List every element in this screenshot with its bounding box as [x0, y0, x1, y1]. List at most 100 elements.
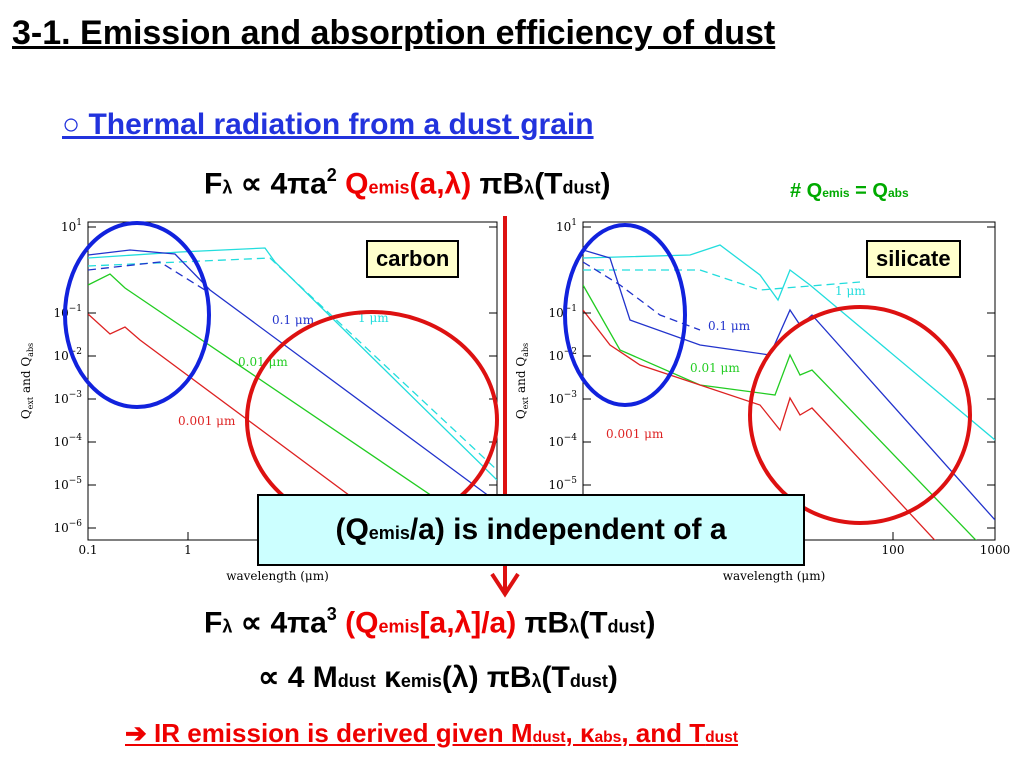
tick-base: 10 — [53, 435, 68, 449]
y-tick-label: 10−5 — [548, 476, 577, 492]
plot-label: silicate — [866, 240, 961, 278]
y-label-part: and Q — [19, 357, 33, 397]
eq-part: dust — [569, 671, 608, 691]
y-label-part: abs — [26, 343, 35, 357]
eq-part: (T — [541, 661, 570, 694]
y-tick-label: 10−6 — [53, 519, 82, 535]
tick-base: 10 — [53, 521, 68, 535]
y-tick-label: 101 — [556, 218, 577, 234]
curve — [88, 257, 497, 471]
curve — [88, 247, 497, 481]
tick-exp: −4 — [69, 433, 83, 443]
curve — [583, 309, 936, 540]
eq-part: emis — [400, 671, 442, 691]
eq-part: 2 — [326, 165, 337, 185]
tick-base: 10 — [53, 392, 68, 406]
eq-part: (Q — [336, 606, 379, 640]
note-part: # Q — [790, 180, 823, 202]
equation: Fλ ∝ 4πa3 (Qemis[a,λ]/a) πBλ(Tdust) — [204, 604, 656, 641]
conclusion-part: dust — [532, 729, 566, 746]
conclusion-part: , κ — [565, 718, 595, 748]
eq-part: κ — [375, 661, 401, 694]
x-tick-label: 0.1 — [78, 543, 97, 557]
note-part: abs — [887, 186, 909, 200]
curve — [88, 273, 497, 540]
y-tick-label: 10−1 — [548, 304, 577, 320]
eq-part: dust — [607, 616, 646, 637]
eq-part: Q — [336, 167, 369, 201]
equation-note: # Qemis = Qabs — [790, 180, 909, 203]
tick-base: 10 — [548, 349, 563, 363]
tick-base: 10 — [61, 220, 76, 234]
curve-label: 0.01 μm — [690, 361, 740, 375]
eq-part: dust — [337, 671, 376, 691]
tick-exp: −1 — [69, 304, 82, 314]
tick-exp: 1 — [571, 218, 577, 228]
curve-label: 1 μm — [358, 311, 389, 325]
eq-part: πB — [516, 606, 570, 640]
eq-part: ∝ 4 M — [258, 661, 338, 694]
tick-base: 10 — [548, 306, 563, 320]
note-part: = Q — [849, 180, 888, 202]
y-tick-label: 10−4 — [548, 433, 577, 449]
tick-exp: 1 — [76, 218, 82, 228]
highlight-circle — [63, 221, 211, 409]
curve — [88, 249, 497, 503]
plot-label: carbon — [366, 240, 460, 278]
eq-part: λ — [569, 616, 580, 637]
box-part: (Q — [335, 513, 369, 546]
conclusion-part: dust — [705, 729, 739, 746]
eq-part: F — [204, 167, 223, 201]
curves — [88, 247, 497, 540]
arrow-head — [490, 572, 520, 598]
eq-part: 3 — [326, 604, 337, 624]
bullet: ○ Thermal radiation from a dust grain — [62, 108, 594, 141]
eq-part: (λ) πB — [441, 661, 532, 694]
y-label-part: ext — [521, 396, 530, 409]
tick-exp: −3 — [69, 390, 83, 400]
tick-base: 10 — [548, 478, 563, 492]
note-part: emis — [822, 186, 850, 200]
conclusion-part: abs — [594, 729, 622, 746]
curve — [583, 261, 701, 331]
eq-part: emis — [368, 177, 410, 198]
eq-part: ) — [607, 661, 618, 694]
eq-part: dust — [562, 177, 601, 198]
conclusion: ➔ IR emission is derived given Mdust, κa… — [125, 718, 738, 749]
tick-exp: −5 — [564, 476, 578, 486]
highlight-circle — [748, 305, 972, 525]
eq-part: emis — [378, 616, 420, 637]
y-label-part: Q — [514, 409, 528, 419]
conclusion-part: ➔ IR emission is derived given M — [125, 718, 533, 748]
y-tick-label: 101 — [61, 218, 82, 234]
x-tick-label: 1000 — [980, 543, 1011, 557]
curve — [583, 244, 995, 441]
tick-exp: −1 — [564, 304, 577, 314]
curve-label: 0.01 μm — [238, 355, 288, 369]
eq-part: (T — [579, 606, 608, 640]
conclusion-part: , and T — [621, 718, 706, 748]
eq-part: λ — [524, 177, 535, 198]
y-label-part: ext — [26, 396, 35, 409]
x-axis-label: wavelength (μm) — [226, 569, 329, 583]
y-tick-label: 10−1 — [53, 304, 82, 320]
eq-part: λ — [222, 177, 233, 198]
curve-label: 0.1 μm — [272, 313, 315, 327]
y-label-part: abs — [521, 343, 530, 357]
y-axis-label: Qext and Qabs — [514, 343, 530, 419]
y-tick-label: 10−3 — [53, 390, 82, 406]
equation: ∝ 4 Mdust κemis(λ) πBλ(Tdust) — [258, 660, 618, 695]
tick-exp: −2 — [69, 347, 82, 357]
tick-exp: −5 — [69, 476, 83, 486]
box-part: /a) is independent of a — [409, 513, 727, 546]
curve — [88, 261, 206, 291]
y-axis-label: Qext and Qabs — [19, 343, 35, 419]
equation: Fλ ∝ 4πa2 Qemis(a,λ) πBλ(Tdust) — [204, 165, 611, 202]
eq-part: πB — [471, 167, 525, 201]
x-tick-label: 1 — [184, 543, 192, 557]
eq-part: (T — [534, 167, 563, 201]
highlight-circle — [563, 223, 687, 407]
y-tick-label: 10−2 — [53, 347, 82, 363]
